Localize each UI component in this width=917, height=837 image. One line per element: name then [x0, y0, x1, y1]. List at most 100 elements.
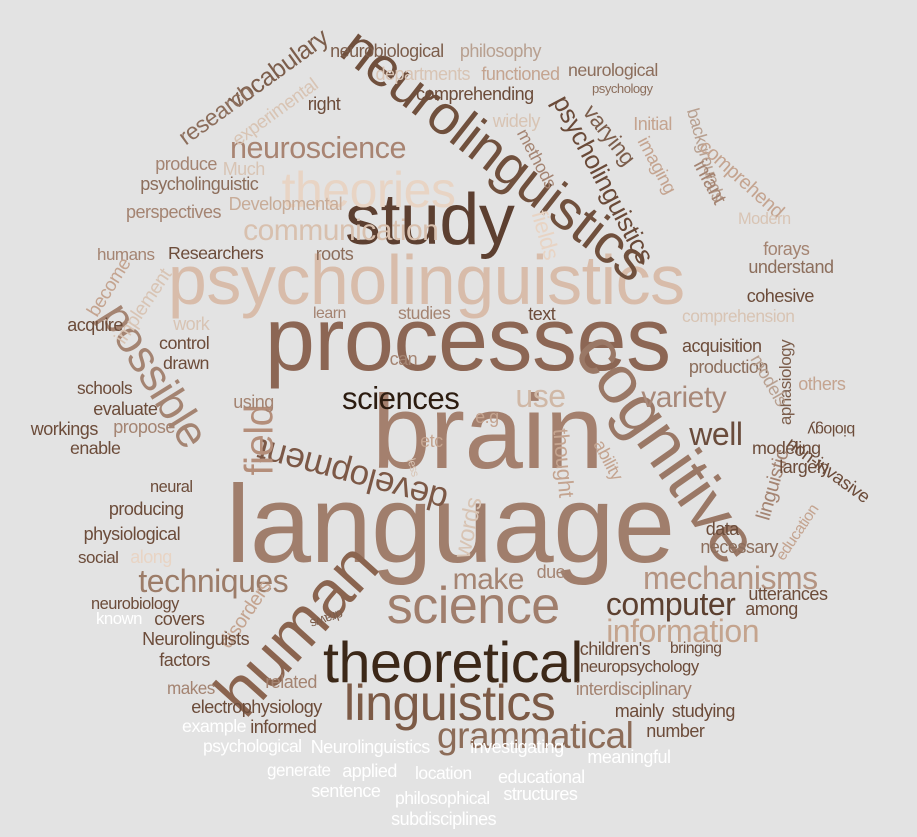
cloud-word: computer: [605, 586, 736, 622]
cloud-word: location: [415, 763, 472, 784]
cloud-word: processes: [264, 290, 671, 390]
cloud-word: Researchers: [168, 243, 264, 264]
cloud-word: subdisciplines: [391, 809, 497, 829]
cloud-word: meaningful: [587, 747, 671, 767]
cloud-word: roots: [315, 244, 354, 264]
cloud-word: workings: [30, 419, 99, 439]
cloud-word: can: [389, 349, 418, 369]
cloud-word: data: [705, 519, 740, 539]
cloud-word: well: [689, 416, 743, 452]
cloud-word: sentence: [311, 781, 381, 801]
cloud-word: sciences: [342, 381, 460, 417]
cloud-word: production: [688, 357, 769, 377]
cloud-word: science: [386, 577, 560, 635]
cloud-word: propose: [113, 417, 175, 437]
cloud-word: learn: [313, 305, 346, 322]
cloud-word: mechanisms: [643, 560, 818, 596]
cloud-word: neurobiology: [91, 594, 179, 613]
cloud-word: interdisciplinary: [575, 679, 692, 699]
cloud-word: Developmental: [228, 194, 343, 214]
cloud-word: Initial: [633, 114, 672, 134]
cloud-word: structures: [503, 784, 578, 804]
cloud-word: variety: [641, 381, 727, 414]
cloud-word: producing: [108, 499, 184, 519]
cloud-word: produce: [155, 154, 217, 174]
cloud-word: comprehension: [682, 306, 795, 327]
cloud-word: psycholinguistics: [167, 241, 685, 319]
cloud-word: comprehending: [416, 84, 534, 104]
cloud-word: schools: [77, 378, 133, 399]
cloud-word: utterances: [748, 584, 828, 604]
cloud-word: along: [130, 547, 172, 567]
cloud-word: information: [606, 613, 759, 649]
cloud-word: acquisition: [682, 336, 762, 356]
cloud-word: theories: [281, 162, 456, 218]
cloud-word: neuropsychology: [580, 656, 699, 676]
cloud-word: use: [515, 378, 566, 414]
cloud-word: educational: [498, 767, 585, 787]
cloud-word: investigating: [470, 737, 564, 757]
cloud-word: philosophy: [459, 41, 542, 61]
cloud-word: applied: [342, 761, 397, 781]
cloud-word: acquire: [67, 315, 123, 335]
cloud-word: largely: [779, 457, 829, 477]
cloud-word: due: [536, 562, 566, 582]
cloud-word: Neurolinguists: [142, 629, 250, 649]
cloud-word: psycholinguistic: [140, 174, 259, 194]
cloud-word: cohesive: [746, 286, 815, 306]
cloud-word: electrophysiology: [191, 697, 322, 717]
cloud-word: control: [159, 333, 210, 354]
cloud-word: psychology: [592, 81, 653, 97]
cloud-word: functioned: [481, 64, 560, 84]
cloud-word: social: [78, 547, 119, 567]
cloud-word: studies: [398, 303, 451, 324]
cloud-word: perspectives: [126, 202, 222, 222]
cloud-word: Neurolinguistics: [310, 737, 431, 757]
cloud-word: neurobiological: [330, 41, 444, 61]
cloud-word: text: [528, 304, 556, 324]
cloud-word: covers: [154, 609, 205, 629]
cloud-word: education: [773, 501, 823, 564]
cloud-word: modeling: [752, 438, 821, 458]
cloud-word: physiological: [83, 524, 181, 544]
cloud-word: techniques: [138, 563, 289, 599]
cloud-word: informed: [250, 717, 317, 737]
cloud-word: field: [237, 404, 282, 476]
cloud-word: among: [745, 599, 798, 619]
cloud-word: philosophical: [395, 788, 490, 809]
cloud-word: linguistics: [344, 675, 556, 731]
cloud-word: psychological: [203, 736, 302, 757]
cloud-word: using: [233, 392, 274, 412]
cloud-word: right: [307, 94, 341, 114]
cloud-word: studying: [671, 701, 736, 721]
cloud-word: make: [452, 563, 525, 596]
cloud-word: evaluate: [93, 399, 158, 419]
cloud-word: humans: [97, 244, 155, 264]
cloud-word: necessary: [700, 537, 778, 557]
cloud-word: mainly: [614, 701, 665, 721]
cloud-word: others: [798, 374, 846, 394]
cloud-word: neural: [150, 477, 193, 496]
cloud-word: widely: [492, 111, 541, 131]
cloud-word: known: [96, 608, 143, 628]
cloud-word: bringing: [670, 640, 722, 658]
cloud-word: study: [345, 180, 515, 261]
cloud-word: example: [182, 716, 247, 737]
cloud-word: biology: [808, 421, 856, 438]
cloud-word: thought: [548, 427, 580, 498]
cloud-word: forays: [763, 239, 810, 259]
cloud-word: grammatical: [437, 713, 634, 756]
cloud-word: theoretical: [323, 631, 583, 696]
cloud-word: e.g: [475, 407, 499, 427]
cloud-word: communication: [243, 214, 439, 247]
cloud-word: work: [173, 314, 210, 334]
cloud-word: brain: [372, 374, 604, 491]
cloud-word: number: [646, 721, 705, 741]
cloud-word: generate: [267, 761, 331, 781]
cloud-word: Modern: [738, 209, 791, 228]
cloud-word: imaging: [633, 132, 681, 197]
cloud-word: understand: [748, 257, 834, 277]
cloud-word: language: [225, 463, 675, 586]
cloud-word: enable: [70, 438, 121, 459]
